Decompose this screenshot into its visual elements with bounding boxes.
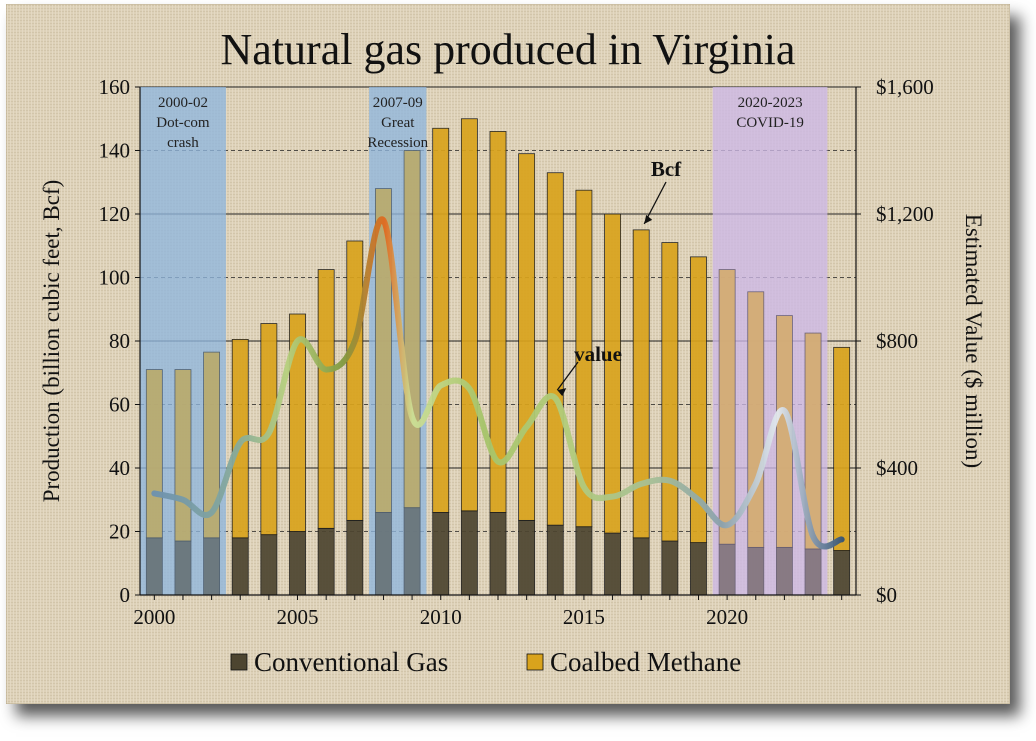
bar-coalbed: [604, 213, 621, 534]
bar-coalbed: [718, 269, 736, 545]
bar-conventional: [604, 532, 621, 596]
bcf-annotation-arrowhead: [644, 214, 653, 224]
bar-conventional: [432, 512, 450, 596]
y2-tick-label: $1,200: [876, 202, 934, 226]
x-tick-label: 2005: [277, 605, 319, 629]
bar-conventional: [690, 542, 707, 596]
bar-coalbed: [203, 351, 221, 539]
bar-layer: [140, 87, 851, 596]
bar-coalbed: [575, 189, 593, 528]
shaded-period-label: Dot-com: [156, 115, 210, 131]
legend-layer: Conventional Gas Coalbed Methane: [230, 647, 741, 677]
y-tick-label: 160: [99, 75, 131, 99]
bar-coalbed: [403, 150, 421, 509]
shaded-period-label: COVID-19: [736, 115, 804, 131]
x-tick-label: 2010: [420, 605, 462, 629]
bar-coalbed: [804, 332, 822, 550]
shaded-period-label: Recession: [367, 135, 428, 151]
bar-coalbed: [346, 240, 364, 521]
bar-conventional: [518, 519, 536, 596]
x-tick-label: 2000: [133, 605, 175, 629]
bar-conventional: [460, 510, 478, 596]
bar-coalbed: [833, 346, 851, 551]
shaded-period-label: crash: [167, 135, 199, 151]
chart-title: Natural gas produced in Virginia: [221, 25, 796, 74]
y2-tick-label: $800: [876, 329, 918, 353]
legend-swatch-coalbed: [526, 653, 544, 671]
y-tick-label: 120: [99, 202, 131, 226]
y-tick-label: 40: [109, 456, 130, 480]
x-tick-label: 2015: [563, 605, 605, 629]
shaded-period-label: 2007-09: [373, 95, 423, 111]
bar-coalbed: [518, 153, 536, 521]
shaded-period-label: 2020-2023: [738, 95, 803, 111]
bar-coalbed: [460, 118, 478, 512]
bar-conventional: [489, 512, 507, 596]
bar-conventional: [289, 531, 306, 596]
bar-conventional: [231, 537, 249, 596]
bar-coalbed: [661, 242, 679, 542]
bar-coalbed: [489, 131, 507, 513]
y2-tick-label: $0: [876, 583, 897, 607]
shaded-period-label: 2000-02: [158, 95, 208, 111]
y-axis-title: Production (billion cubic feet, Bcf): [39, 180, 64, 503]
legend-label-coalbed: Coalbed Methane: [550, 647, 741, 677]
value-annotation-arrow: [556, 361, 579, 391]
legend-swatch-conventional: [230, 653, 248, 671]
y-tick-label: 80: [109, 329, 130, 353]
shaded-period-overlay: [140, 87, 226, 595]
bar-coalbed: [690, 256, 707, 544]
bar-coalbed: [375, 188, 392, 513]
bar-conventional: [346, 519, 364, 596]
value-annotation-arrowhead: [557, 388, 567, 397]
legend-label-conventional: Conventional Gas: [254, 647, 448, 677]
y-tick-label: 140: [99, 139, 131, 163]
value-annotation: value: [574, 342, 622, 366]
line-layer: [151, 216, 845, 550]
bar-coalbed: [546, 172, 564, 526]
bar-coalbed: [432, 127, 450, 513]
x-tick-label: 2020: [706, 605, 748, 629]
bar-coalbed: [289, 313, 306, 532]
bar-coalbed: [317, 269, 335, 529]
chart-svg: Natural gas produced in Virginia 2000-02 D…: [6, 4, 1010, 704]
bar-coalbed: [747, 291, 765, 548]
axis-layer: [135, 86, 861, 600]
bar-conventional: [260, 534, 278, 596]
y-tick-label: 20: [109, 520, 130, 544]
y2-axis-title: Estimated Value ($ million): [961, 214, 986, 468]
shaded-period-overlay: [369, 87, 427, 595]
shaded-period-label: Great: [381, 115, 415, 131]
label-layer: Natural gas produced in Virginia 2000-02 D…: [39, 25, 986, 629]
y-tick-label: 0: [120, 583, 131, 607]
bar-conventional: [575, 526, 593, 596]
bar-conventional: [661, 540, 679, 596]
y2-tick-label: $400: [876, 456, 918, 480]
y2-tick-label: $1,600: [876, 75, 934, 99]
y-tick-label: 60: [109, 393, 130, 417]
bar-coalbed: [632, 229, 650, 539]
chart-frame: Natural gas produced in Virginia 2000-02 D…: [6, 4, 1010, 704]
bcf-annotation: Bcf: [651, 157, 682, 181]
bar-conventional: [317, 527, 335, 596]
y-tick-label: 100: [99, 266, 131, 290]
bar-conventional: [632, 537, 650, 596]
value-line: [151, 216, 845, 550]
bar-conventional: [833, 550, 851, 596]
bar-conventional: [546, 524, 564, 596]
